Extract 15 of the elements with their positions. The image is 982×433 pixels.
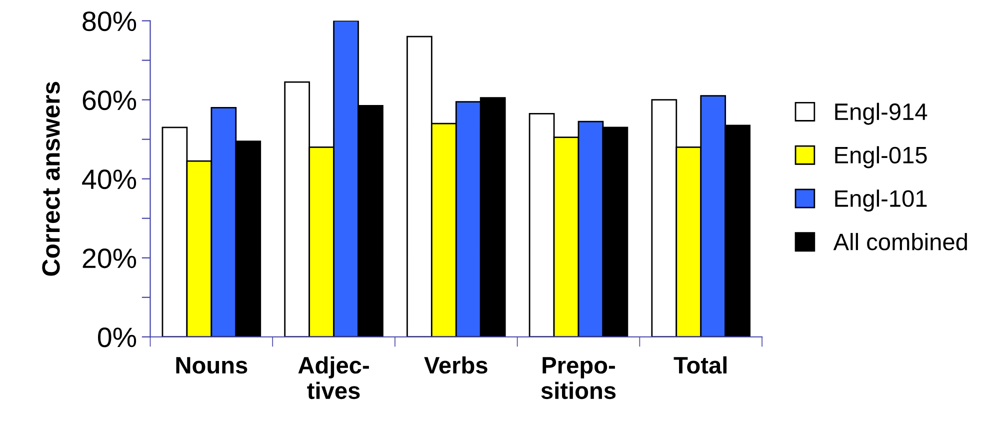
y-tick-label: 80% (82, 11, 136, 32)
x-tick-label: Verbs (424, 356, 488, 374)
x-tick-label: Adjec- tives (298, 356, 369, 400)
legend-label: Engl-914 (835, 102, 928, 125)
x-tick-label: Prepo- sitions (541, 357, 616, 400)
y-tick-label: 20% (82, 248, 136, 268)
legend-label: Engl-101 (835, 190, 927, 212)
y-tick-label: 0% (98, 328, 136, 348)
x-tick-label: Nouns (176, 357, 248, 374)
x-tick-label: Total (674, 356, 727, 374)
legend-label: All combined (833, 232, 967, 250)
y-tick-label: 60% (82, 90, 136, 110)
legend-label: Engl-015 (835, 146, 927, 168)
y-axis-title: Correct answers (42, 82, 60, 276)
y-tick-label: 40% (82, 169, 136, 190)
